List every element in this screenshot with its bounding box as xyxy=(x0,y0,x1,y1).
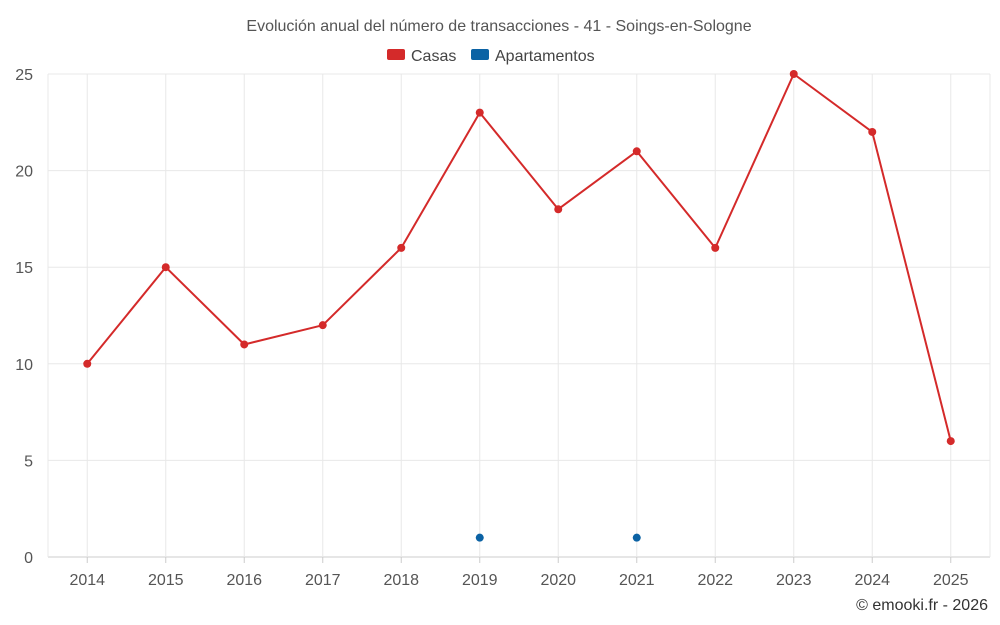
y-tick-label: 0 xyxy=(24,550,33,567)
x-tick-label: 2017 xyxy=(305,572,341,589)
data-point-casas-2024[interactable] xyxy=(868,127,877,136)
legend-label-apartamentos: Apartamentos xyxy=(495,48,595,65)
y-tick-label: 25 xyxy=(15,67,33,84)
footer-credit: © emooki.fr - 2026 xyxy=(856,597,988,614)
data-point-casas-2023[interactable] xyxy=(789,70,798,78)
x-tick-label: 2024 xyxy=(854,572,890,589)
y-axis: 0 5 10 15 20 25 xyxy=(15,67,33,567)
legend-swatch-apartamentos xyxy=(471,49,489,60)
grid xyxy=(47,73,991,563)
data-point-casas-2018[interactable] xyxy=(397,243,406,252)
series-line-casas xyxy=(86,73,952,442)
data-point-apartamentos-2021[interactable] xyxy=(632,533,641,542)
chart-title: Evolución anual del número de transaccio… xyxy=(246,18,751,35)
y-tick-label: 10 xyxy=(15,357,33,374)
y-tick-label: 5 xyxy=(24,453,33,470)
x-tick-label: 2014 xyxy=(69,572,105,589)
x-tick-label: 2019 xyxy=(462,572,498,589)
x-axis: 2014 2015 2016 2017 2018 2019 2020 2021 2022 2023… xyxy=(69,572,968,589)
x-tick-label: 2020 xyxy=(540,572,576,589)
data-point-casas-2019[interactable] xyxy=(475,108,484,117)
data-point-casas-2022[interactable] xyxy=(711,243,720,252)
series-points xyxy=(83,70,955,542)
x-tick-label: 2025 xyxy=(933,572,969,589)
y-tick-label: 15 xyxy=(15,260,33,277)
data-point-casas-2020[interactable] xyxy=(554,205,563,214)
legend-label-casas: Casas xyxy=(411,48,456,65)
legend-swatch-casas xyxy=(387,49,405,60)
x-tick-label: 2023 xyxy=(776,572,812,589)
series-lines xyxy=(86,73,952,442)
x-tick-label: 2016 xyxy=(226,572,262,589)
data-point-casas-2025[interactable] xyxy=(946,437,955,446)
x-tick-label: 2022 xyxy=(697,572,733,589)
x-tick-label: 2015 xyxy=(148,572,184,589)
data-point-casas-2016[interactable] xyxy=(240,340,249,349)
y-tick-label: 20 xyxy=(15,164,33,181)
data-point-casas-2015[interactable] xyxy=(161,263,170,272)
legend: Casas Apartamentos xyxy=(387,48,595,65)
x-tick-label: 2018 xyxy=(383,572,419,589)
data-point-apartamentos-2019[interactable] xyxy=(475,533,484,542)
x-tick-label: 2021 xyxy=(619,572,655,589)
data-point-casas-2017[interactable] xyxy=(318,321,327,330)
data-point-casas-2021[interactable] xyxy=(632,147,641,156)
data-point-casas-2014[interactable] xyxy=(83,359,92,368)
